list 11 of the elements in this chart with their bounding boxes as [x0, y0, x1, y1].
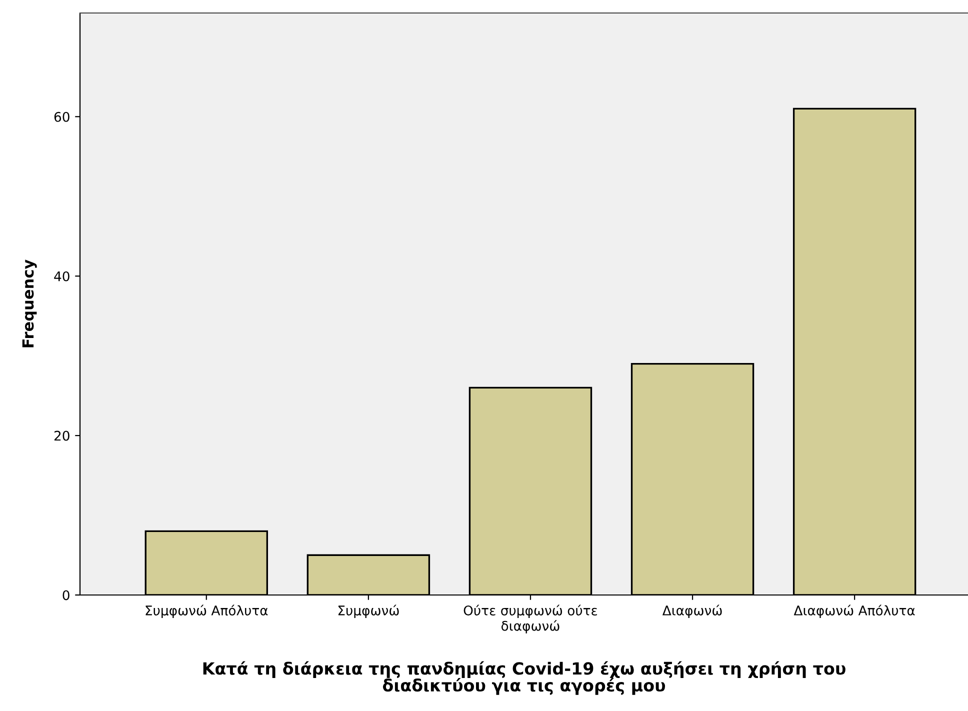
x-axis-title: Κατά τη διάρκεια της πανδημίας Covid-19 έχω αυξήσει τη χρήση του διαδικτύου για τις αγορές μου — [203, 661, 846, 695]
y-tick-label: 40 — [54, 271, 70, 282]
x-tick-label: Συμφωνώ Απόλυτα — [146, 604, 268, 618]
x-tick-label: Διαφωνώ — [662, 604, 722, 618]
y-tick-label: 0 — [62, 590, 70, 600]
y-axis-title: Frequency — [22, 260, 37, 348]
y-tick-label: 20 — [54, 430, 70, 441]
x-tick-label: Διαφωνώ Απόλυτα — [794, 604, 915, 618]
y-tick-label: 60 — [54, 112, 70, 122]
x-tick-label: Συμφωνώ — [338, 604, 399, 618]
x-tick-label: Ούτε συμφωνώ ούτε διαφωνώ — [464, 604, 598, 634]
